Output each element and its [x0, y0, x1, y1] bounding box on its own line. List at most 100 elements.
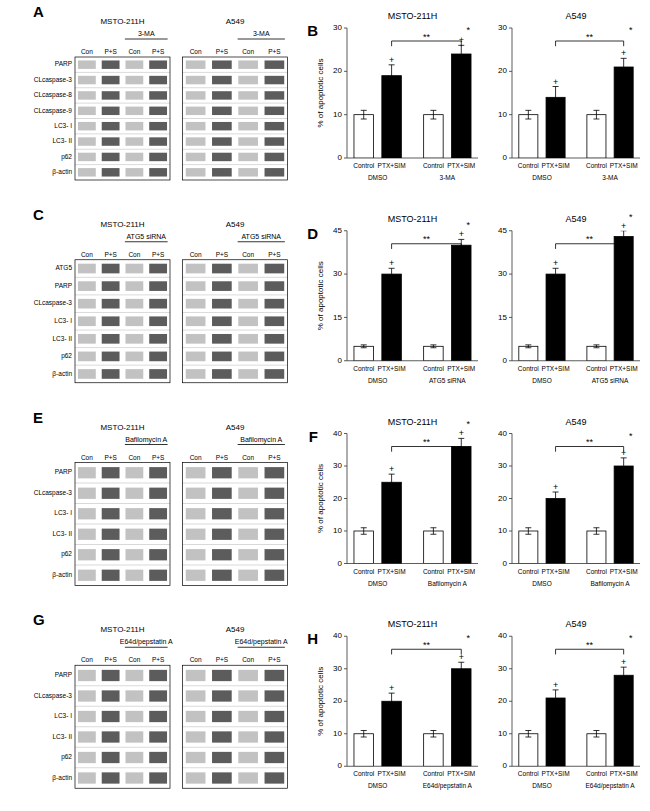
gel-band: [102, 508, 120, 519]
gel-band: [238, 570, 258, 581]
gel-band: [102, 107, 120, 115]
cell-line: A549: [226, 423, 245, 432]
gel-band: [125, 316, 143, 326]
group-label: Bafilomycin A: [591, 580, 631, 588]
gel-band: [212, 731, 232, 742]
bar: [382, 482, 402, 563]
gel-band: [212, 467, 232, 478]
error-cap: [525, 730, 531, 731]
gel-band: [149, 670, 167, 681]
gel-band: [212, 76, 232, 84]
x-tick-label: PTX+SIM: [447, 770, 475, 777]
y-tick-label: 30: [498, 664, 507, 673]
y-tick-label: 45: [498, 226, 507, 235]
y-tick-label: 10: [333, 110, 342, 119]
gel-band: [212, 137, 232, 145]
x-tick-label: Control: [518, 568, 540, 575]
protein-label: β-actin: [52, 774, 72, 782]
y-tick: [509, 766, 512, 767]
significance-label: *: [467, 419, 471, 429]
gel-band: [102, 549, 120, 560]
lane-label: P+S: [216, 656, 229, 663]
band-divider: [75, 72, 170, 73]
error-bar: [430, 345, 436, 348]
gel-band: [149, 772, 167, 783]
gel-band: [238, 122, 258, 130]
gel-band: [265, 690, 285, 701]
gel-band: [78, 60, 96, 68]
gel-band: [102, 352, 120, 362]
band-divider: [75, 706, 170, 707]
y-tick: [509, 563, 512, 564]
significance-bracket: [556, 649, 624, 654]
error-line: [433, 528, 434, 535]
error-line: [391, 268, 392, 280]
chart-title: MSTO-211H: [388, 417, 438, 427]
band-divider: [75, 277, 170, 278]
error-cap: [525, 534, 531, 535]
y-tick-label: 20: [333, 494, 342, 503]
gel-band: [186, 508, 206, 519]
y-tick-label: 10: [498, 729, 507, 738]
gel-band: [78, 467, 96, 478]
y-tick-label: 30: [333, 461, 342, 470]
error-cap: [553, 706, 559, 707]
gel-band: [102, 264, 120, 274]
gel-band: [212, 334, 232, 344]
gel-band: [102, 488, 120, 499]
gel-band: [238, 752, 258, 763]
gel-band: [212, 670, 232, 681]
gel-band: [212, 168, 232, 176]
band-divider: [183, 706, 288, 707]
gel-band: [78, 264, 96, 274]
gel-band: [149, 690, 167, 701]
gel-band: [102, 752, 120, 763]
gel-band: [265, 369, 285, 379]
gel-band: [149, 91, 167, 99]
error-bar: [525, 528, 531, 535]
y-tick-label: 30: [498, 23, 507, 32]
marker-label: +: [553, 680, 558, 690]
y-tick-label: 30: [333, 664, 342, 673]
y-tick-label: 0: [503, 356, 508, 365]
gel-band: [102, 731, 120, 742]
gel-band: [265, 508, 285, 519]
error-line: [461, 45, 462, 62]
gel-band: [125, 352, 143, 362]
gel-band: [186, 488, 206, 499]
bar-chart: MSTO-211H0153045% of apoptotic cellsDCon…: [307, 214, 478, 384]
bar: [614, 466, 633, 564]
bar-chart: MSTO-211H010203040% of apoptotic cellsHC…: [307, 619, 478, 790]
error-bar: [458, 662, 464, 675]
x-tick-label: PTX+SIM: [610, 162, 638, 169]
blot-frame: [183, 463, 288, 586]
error-line: [528, 345, 529, 348]
gel-band: [102, 772, 120, 783]
treatment-label: 3-MA: [138, 30, 155, 37]
gel-band: [149, 752, 167, 763]
lane-label: P+S: [152, 251, 165, 258]
marker-label: +: [389, 464, 394, 474]
bar: [587, 346, 606, 360]
gel-band: [125, 549, 143, 560]
group-label: ATG5 siRNA: [429, 377, 466, 384]
x-tick-label: PTX+SIM: [447, 162, 475, 169]
x-tick-label: PTX+SIM: [610, 365, 638, 372]
gel-band: [78, 299, 96, 309]
lane-label: Con: [81, 454, 93, 461]
error-cap: [593, 527, 599, 528]
treatment-bracket: [125, 39, 168, 40]
y-tick: [509, 498, 512, 499]
gel-band: [186, 122, 206, 130]
error-cap: [361, 527, 367, 528]
bar: [519, 734, 538, 767]
gel-band: [125, 107, 143, 115]
error-cap: [621, 474, 627, 475]
bar-chart: A549010203040ControlPTX+SIMControlPTX+SI…: [498, 417, 640, 588]
y-tick: [344, 317, 347, 318]
marker-label: +: [459, 229, 464, 239]
error-bar: [553, 690, 559, 706]
error-bar: [389, 65, 395, 87]
y-tick-label: 40: [333, 429, 342, 438]
gel-band: [186, 107, 206, 115]
